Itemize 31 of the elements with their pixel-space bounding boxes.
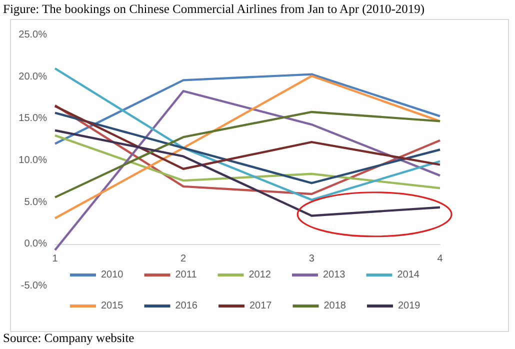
line-series (54, 112, 442, 184)
x-tick-label: 3 (308, 254, 315, 265)
y-tick-label: 15.0% (18, 113, 48, 124)
y-tick-label: 0.0% (24, 238, 48, 250)
line-series (54, 90, 442, 252)
legend-label: 2014 (397, 270, 420, 280)
legend-label: 2011 (175, 270, 198, 280)
line-series (54, 67, 442, 201)
y-tick-label: 25.0% (18, 30, 48, 40)
x-tick-label: 1 (52, 254, 58, 265)
legend-label: 2012 (248, 270, 272, 280)
line-series (54, 105, 442, 170)
legend-label: 2013 (322, 270, 346, 280)
line-series (54, 74, 442, 220)
chart-title: Figure: The bookings on Chinese Commercial Airlines from Jan to Apr (2010-2019) (3, 2, 425, 17)
legend-label: 2010 (101, 270, 124, 280)
line-series (54, 134, 442, 190)
y-tick-label: -5.0% (20, 280, 48, 292)
y-tick-label: 10.0% (18, 155, 48, 166)
legend-label: 2017 (249, 300, 272, 312)
line-series (54, 129, 442, 217)
legend-label: 2019 (398, 300, 421, 312)
y-tick-label: 5.0% (24, 196, 48, 208)
legend-label: 2016 (175, 300, 198, 312)
source-note: Source: Company website (3, 331, 134, 346)
y-tick-label: 20.0% (18, 71, 48, 82)
line-series (54, 73, 442, 145)
x-tick-label: 4 (437, 254, 444, 265)
legend-label: 2015 (101, 300, 124, 312)
x-tick-label: 2 (180, 254, 187, 265)
legend-label: 2018 (324, 300, 346, 312)
